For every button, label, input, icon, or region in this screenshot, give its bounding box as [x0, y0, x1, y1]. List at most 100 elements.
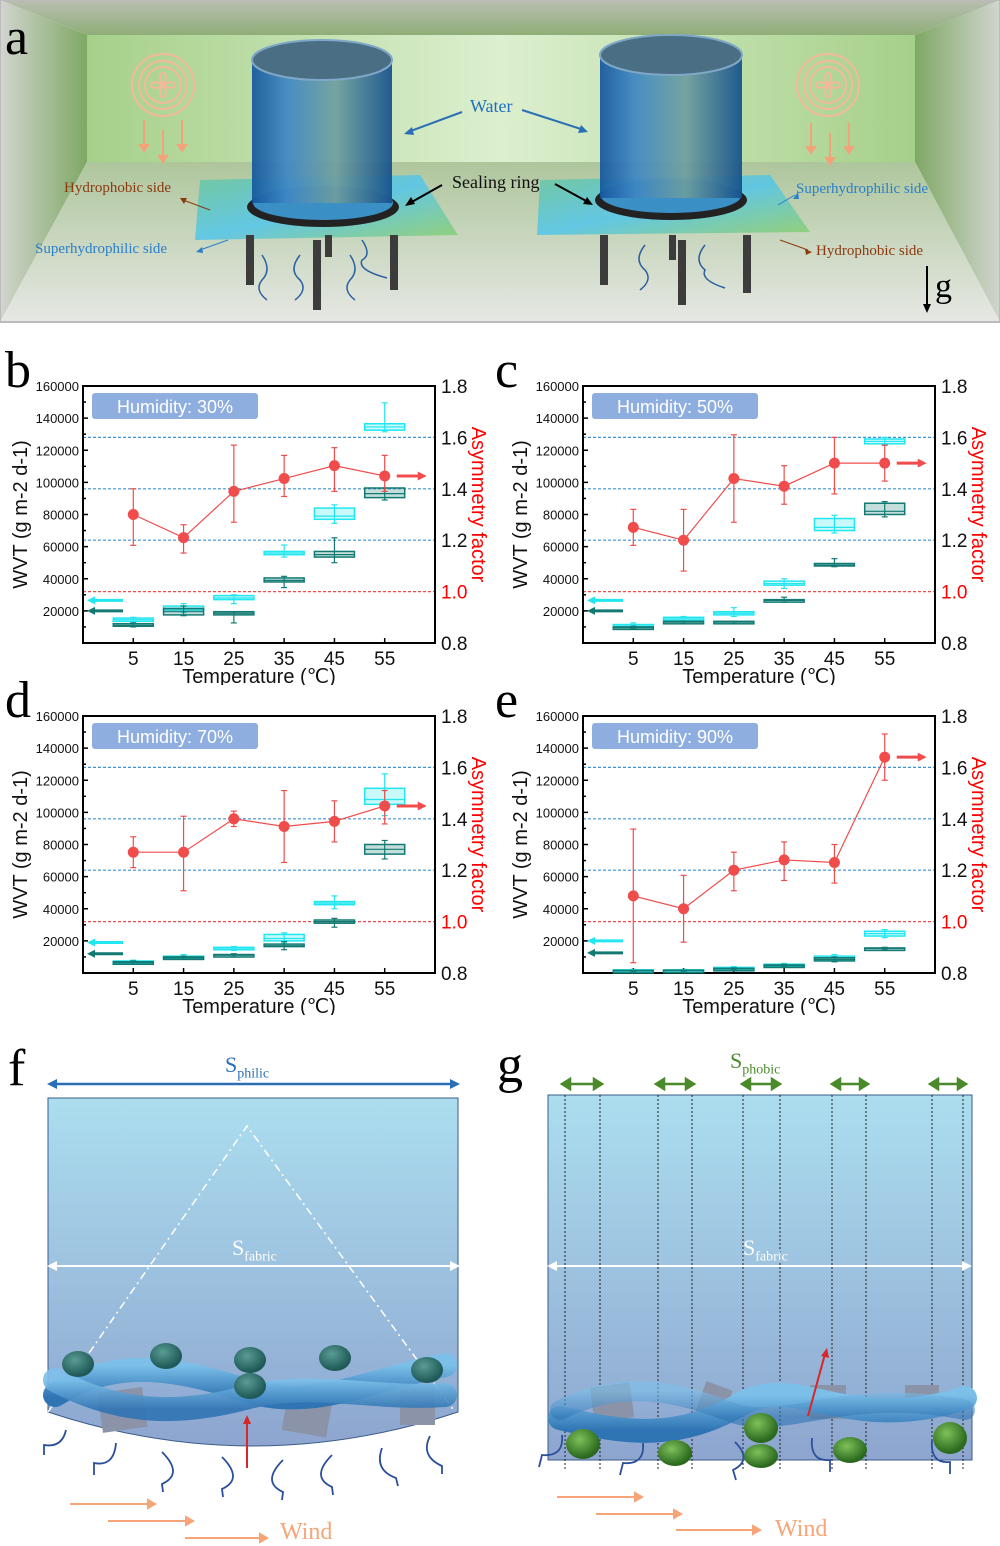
wind-arrows [70, 1498, 270, 1544]
x-tick-label: 5 [628, 649, 639, 670]
asymmetry-point [678, 903, 690, 915]
series-axis-arrowhead-left [87, 938, 95, 947]
series-axis-arrowhead-left [587, 936, 595, 945]
left-tick-label: 20000 [543, 934, 579, 949]
series-axis-arrowhead-left [587, 948, 595, 957]
x-tick-label: 5 [628, 979, 639, 1000]
right-tick-label: 1.6 [941, 428, 967, 449]
chart-svg: 160000 140000 120000 100000 80000 60000 40000 2… [510, 377, 989, 685]
right-tick-label: 1.8 [441, 377, 467, 398]
driving-force-arrow-icon-g [807, 1348, 829, 1417]
panel-letter-g: g [497, 1037, 523, 1094]
series-axis-arrowhead-left [587, 596, 595, 605]
x-axis-label: Temperature (℃) [182, 996, 336, 1015]
asymmetry-point [778, 854, 790, 866]
right-tick-label: 1.0 [441, 583, 467, 604]
box [763, 964, 805, 969]
wind-arrows-g [557, 1491, 763, 1536]
left-tick-label: 140000 [36, 741, 79, 756]
asymmetry-point [127, 509, 139, 520]
label-wind-g: Wind [775, 1516, 828, 1542]
x-axis-label: Temperature (℃) [182, 666, 336, 685]
asymmetry-point [278, 821, 290, 833]
x-axis-label: Temperature (℃) [682, 666, 836, 685]
asymmetry-point [828, 856, 840, 868]
asymmetry-point [828, 457, 840, 469]
asymmetry-point [379, 800, 391, 812]
label-wind-f: Wind [280, 1519, 333, 1545]
left-tick-label: 60000 [43, 870, 79, 885]
x-tick-label: 35 [774, 649, 795, 670]
asymmetry-line [633, 756, 886, 910]
x-tick-label: 55 [874, 649, 895, 670]
x-tick-label: 25 [223, 649, 244, 670]
driving-force-arrow-icon [243, 1415, 251, 1468]
humidity-badge-label: Humidity: 30% [117, 397, 233, 417]
humidity-badge-label: Humidity: 70% [117, 727, 233, 747]
left-tick-label: 120000 [36, 773, 79, 788]
label-s-philic: Sphilic [225, 1052, 269, 1082]
left-tick-label: 140000 [36, 411, 79, 426]
label-s-fabric-g: Sfabric [743, 1235, 788, 1265]
left-tick-label: 20000 [43, 934, 79, 949]
fiber-weave-g [548, 1381, 977, 1468]
x-tick-label: 5 [128, 649, 139, 670]
asymmetry-point [879, 751, 891, 763]
right-tick-label: 1.4 [941, 480, 968, 501]
right-tick-label: 1.0 [941, 583, 967, 604]
left-cup-setup [195, 39, 458, 310]
fan-airflow-arrows-left [138, 120, 188, 164]
left-tick-label: 60000 [543, 540, 579, 555]
panel-letter-c: c [495, 342, 519, 399]
label-left-hydrophobic: Hydrophobic side [64, 180, 172, 196]
right-tick-label: 1.4 [441, 480, 468, 501]
left-tick-label: 60000 [543, 870, 579, 885]
left-tick-label: 100000 [36, 475, 79, 490]
series-axis-arrowhead-right [917, 458, 927, 468]
gravity-arrow-icon [923, 266, 931, 313]
asymmetry-point [627, 521, 639, 533]
box [863, 502, 906, 516]
label-s-fabric-f-main: S [232, 1235, 245, 1260]
asymmetry-point [178, 846, 190, 858]
fabric-width-arrow-g [547, 1261, 972, 1271]
y-axis-label-left: WVT (g m-2 d-1) [510, 440, 532, 589]
y-axis-label-left: WVT (g m-2 d-1) [510, 770, 532, 919]
right-tick-label: 1.0 [441, 913, 467, 934]
label-s-philic-main: S [225, 1052, 238, 1077]
label-gravity: g [935, 268, 952, 305]
chart-d: 160000 140000 120000 100000 80000 60000 40000 2… [0, 670, 500, 1016]
panel-letter-f: f [8, 1040, 26, 1097]
right-tick-label: 0.8 [441, 964, 467, 985]
x-tick-label: 15 [673, 979, 694, 1000]
box [263, 933, 305, 942]
asymmetry-point [127, 846, 139, 858]
chart-c: 160000 140000 120000 100000 80000 60000 40000 2… [495, 340, 1000, 686]
x-tick-label: 45 [824, 979, 845, 1000]
x-tick-label: 55 [374, 649, 395, 670]
fan-icon-right [796, 53, 860, 117]
asymmetry-line [133, 465, 385, 539]
humidity-badge-label: Humidity: 50% [617, 397, 733, 417]
right-tick-label: 0.8 [441, 634, 467, 655]
right-tick-label: 1.4 [941, 810, 968, 831]
asymmetry-point [178, 532, 190, 544]
series-axis-arrowhead-left [87, 606, 95, 615]
humidity-badge-label: Humidity: 90% [617, 727, 733, 747]
y-axis-label-right: Asymmetry factor [467, 427, 489, 583]
left-tick-label: 40000 [543, 902, 579, 917]
left-tick-label: 160000 [36, 379, 79, 394]
label-sealing-ring: Sealing ring [452, 172, 540, 192]
left-tick-label: 80000 [43, 838, 79, 853]
humidity-badge [592, 393, 758, 419]
right-tick-label: 1.2 [441, 531, 467, 552]
x-axis-label: Temperature (℃) [682, 996, 836, 1015]
left-tick-label: 160000 [36, 709, 79, 724]
humidity-badge [592, 723, 758, 749]
right-tick-label: 1.6 [441, 758, 467, 779]
y-axis-label-left: WVT (g m-2 d-1) [10, 770, 32, 919]
chart-svg: 160000 140000 120000 100000 80000 60000 40000 2… [10, 377, 489, 685]
x-tick-label: 5 [128, 979, 139, 1000]
series-axis-arrowhead-left [87, 949, 95, 958]
asymmetry-line [133, 805, 385, 853]
